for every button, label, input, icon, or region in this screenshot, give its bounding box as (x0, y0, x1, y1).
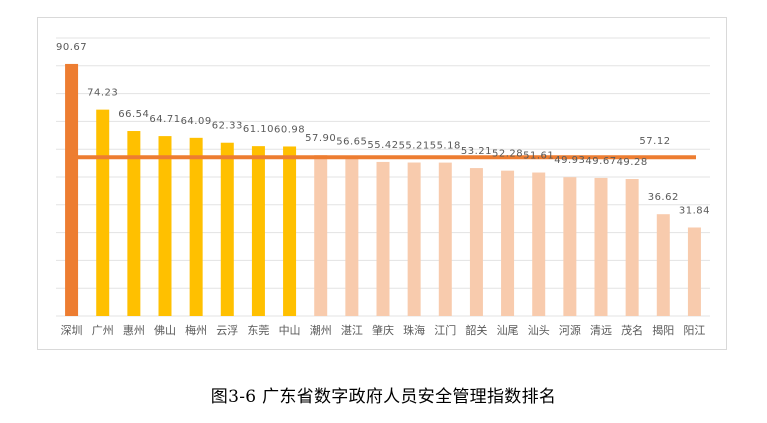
category-label: 广州 (92, 324, 114, 337)
bars (65, 63, 701, 317)
bar-梅州 (189, 137, 203, 316)
bar-揭阳 (656, 214, 670, 316)
category-label: 揭阳 (652, 323, 674, 337)
value-label: 66.54 (118, 109, 149, 120)
value-label: 64.09 (181, 116, 212, 127)
category-label: 佛山 (154, 324, 176, 337)
bar-肇庆 (376, 161, 390, 316)
category-label: 肇庆 (372, 323, 394, 337)
category-label: 潮州 (310, 323, 332, 337)
bar-东莞 (251, 146, 265, 316)
value-label: 52.28 (492, 149, 523, 160)
bar-湛江 (345, 158, 359, 316)
value-label: 57.90 (305, 133, 336, 144)
category-label: 江门 (434, 323, 456, 337)
category-label: 珠海 (403, 323, 425, 337)
bar-阳江 (687, 227, 701, 316)
value-label: 61.10 (243, 124, 274, 135)
category-label: 阳江 (683, 324, 705, 337)
value-label: 64.71 (149, 114, 180, 125)
bar-潮州 (314, 155, 328, 316)
category-label: 清远 (590, 324, 612, 337)
bar-中山 (283, 146, 297, 316)
category-label: 东莞 (247, 324, 269, 337)
value-label: 90.67 (56, 42, 87, 53)
category-label: 惠州 (123, 323, 145, 337)
bar-茂名 (625, 179, 639, 316)
bar-珠海 (407, 162, 421, 316)
bar-江门 (438, 162, 452, 316)
category-label: 汕尾 (497, 324, 519, 337)
average-line-label: 57.12 (639, 136, 670, 147)
value-label: 31.84 (679, 205, 710, 216)
value-label: 49.67 (585, 156, 616, 167)
category-label: 梅州 (185, 323, 207, 337)
bar-深圳 (65, 63, 79, 316)
category-label: 茂名 (621, 323, 643, 337)
category-labels: 深圳 广州 惠州 佛山 梅州 云浮 东莞 中山 潮州 湛江 肇庆 珠海 江门 韶关 汕尾 汕头 河源 清远 茂名 揭阳… (61, 323, 706, 337)
value-label: 74.23 (87, 88, 118, 99)
category-label: 中山 (279, 324, 301, 337)
bar-韶关 (469, 168, 483, 316)
value-label: 49.28 (617, 157, 648, 168)
bar-佛山 (158, 136, 172, 316)
value-label: 55.21 (399, 141, 430, 152)
category-label: 云浮 (216, 324, 238, 337)
value-label: 53.21 (461, 146, 492, 157)
bar-河源 (563, 177, 577, 316)
value-label: 56.65 (336, 137, 367, 148)
category-label: 汕头 (528, 324, 550, 337)
value-label: 55.42 (367, 140, 398, 151)
figure-caption: 图3-6 广东省数字政府人员安全管理指数排名 (210, 387, 557, 407)
category-label: 河源 (559, 323, 581, 337)
value-label: 60.98 (274, 124, 305, 135)
bar-惠州 (127, 131, 141, 316)
value-label: 49.93 (554, 155, 585, 166)
value-label: 36.62 (648, 192, 679, 203)
category-label: 湛江 (341, 324, 363, 337)
bar-汕尾 (501, 170, 515, 316)
value-label: 55.18 (430, 141, 461, 152)
average-line-group: 57.12 (72, 136, 696, 160)
value-label: 62.33 (212, 121, 243, 132)
bar-清远 (594, 177, 608, 316)
category-label: 深圳 (61, 324, 83, 337)
category-label: 韶关 (465, 323, 487, 337)
chart-frame: 57.12 90.67 74.23 66.54 64.71 64.09 62.33 61.1… (37, 17, 727, 350)
bar-云浮 (220, 142, 234, 316)
bar-广州 (96, 109, 110, 317)
bar-汕头 (532, 172, 546, 316)
value-label: 51.61 (523, 151, 554, 162)
